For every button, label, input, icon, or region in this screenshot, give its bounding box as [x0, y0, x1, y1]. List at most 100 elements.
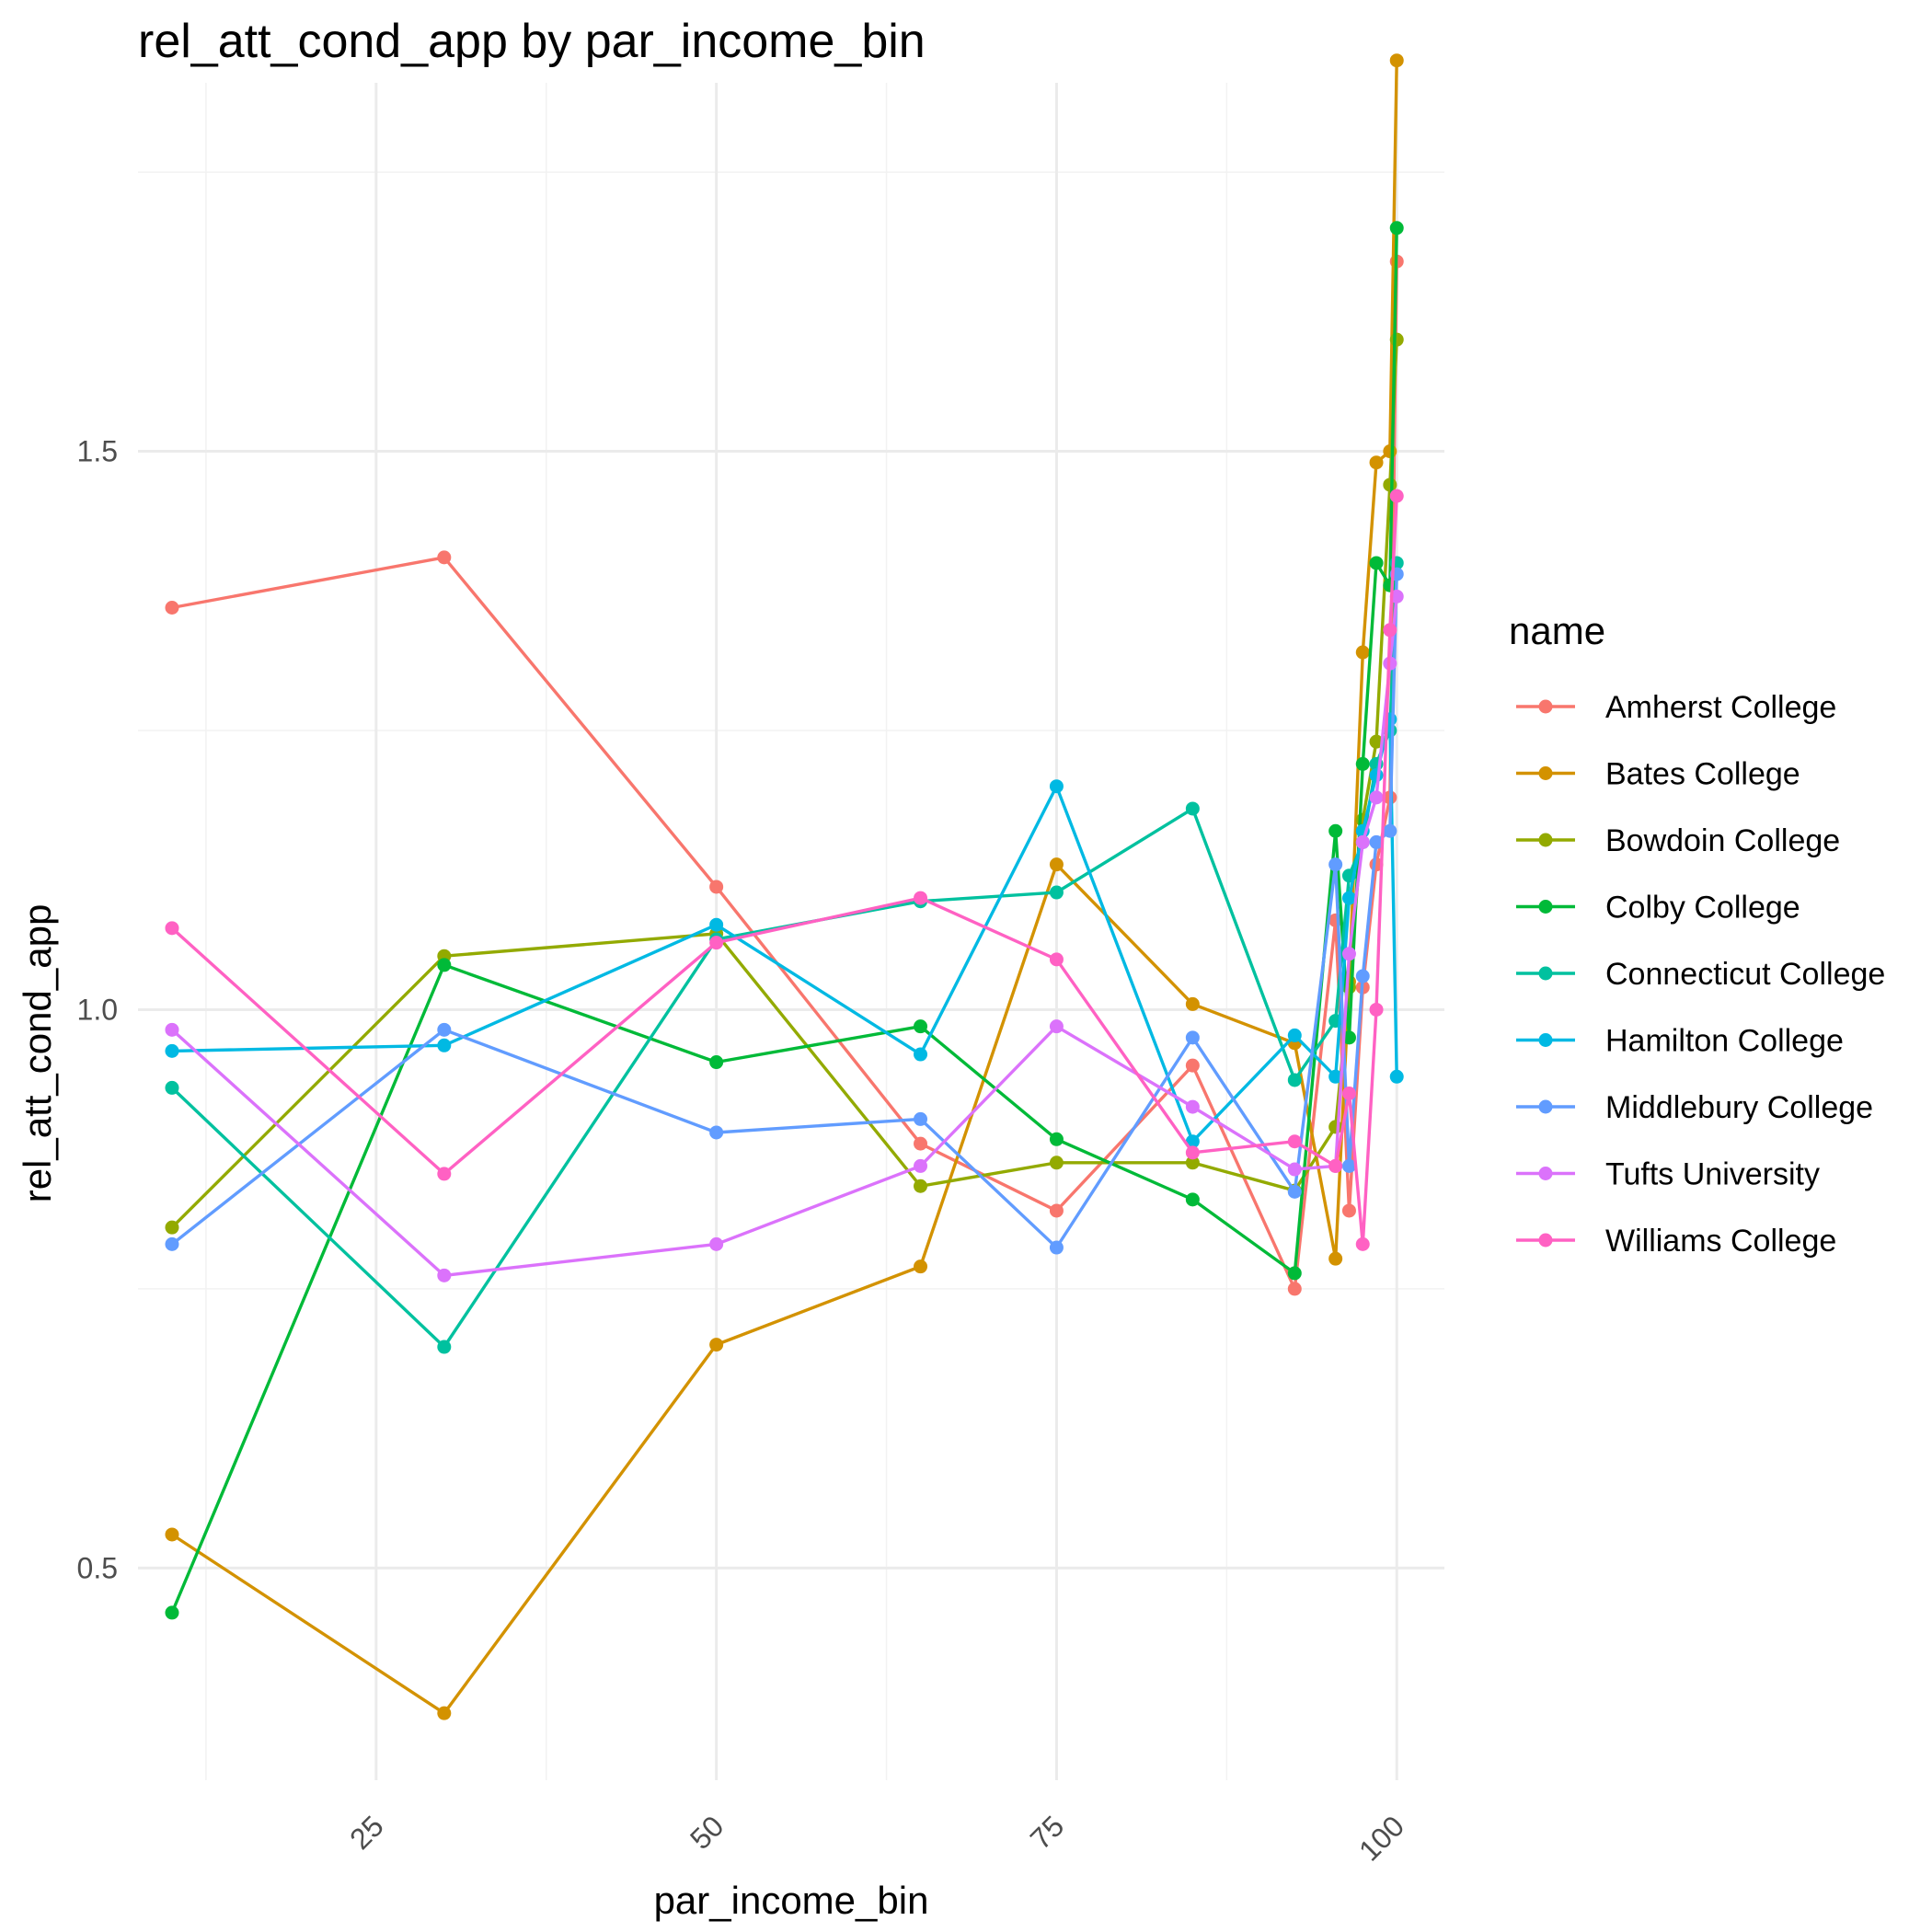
y-tick-label: 0.5 — [77, 1551, 118, 1584]
data-point — [914, 1019, 928, 1034]
data-point — [437, 1167, 452, 1181]
data-point — [1185, 1058, 1200, 1073]
data-point — [1328, 1251, 1343, 1266]
data-point — [1287, 1134, 1302, 1149]
data-point — [1389, 221, 1404, 236]
data-point — [1287, 1184, 1302, 1199]
data-point — [1049, 1132, 1064, 1146]
data-point — [914, 891, 928, 905]
data-point — [1328, 823, 1343, 838]
data-point — [1341, 1030, 1356, 1045]
data-point — [1355, 756, 1370, 771]
data-point — [437, 1268, 452, 1282]
series-colby-college — [165, 221, 1404, 1620]
series-connecticut-college — [165, 556, 1404, 1354]
legend-item-bowdoin-college: Bowdoin College — [1516, 823, 1840, 858]
data-point — [1355, 834, 1370, 849]
legend-key-point — [1538, 766, 1553, 780]
series-line — [170, 562, 1398, 1349]
data-point — [1287, 1162, 1302, 1177]
legend-item-colby-college: Colby College — [1516, 891, 1800, 926]
data-point — [709, 1236, 724, 1251]
data-point — [1341, 1087, 1356, 1101]
legend-label: Middlebury College — [1605, 1090, 1873, 1125]
series-amherst-college — [165, 254, 1404, 1296]
series-tufts-university — [165, 589, 1404, 1282]
data-point — [709, 880, 724, 894]
legend-key-point — [1538, 833, 1553, 847]
legend-item-hamilton-college: Hamilton College — [1516, 1024, 1844, 1059]
data-point — [914, 1259, 928, 1274]
legend-label: Tufts University — [1605, 1157, 1820, 1192]
legend-title: name — [1509, 609, 1605, 652]
data-point — [165, 600, 179, 615]
series-layer — [165, 53, 1404, 1720]
x-tick-label: 25 — [343, 1809, 390, 1856]
y-axis-ticks: 0.5 1.0 1.5 — [77, 435, 118, 1585]
legend-item-middlebury-college: Middlebury College — [1516, 1090, 1873, 1125]
data-point — [1389, 332, 1404, 347]
legend-item-connecticut-college: Connecticut College — [1516, 957, 1885, 992]
series-line — [170, 227, 1398, 1614]
data-point — [1369, 790, 1384, 805]
data-point — [1369, 1002, 1384, 1017]
legend-label: Williams College — [1605, 1224, 1836, 1259]
data-point — [437, 1706, 452, 1720]
data-point — [1369, 455, 1384, 470]
data-point — [1185, 1192, 1200, 1207]
data-point — [1287, 1282, 1302, 1296]
series-line — [171, 261, 1398, 1291]
data-point — [1355, 969, 1370, 983]
data-point — [1185, 1145, 1200, 1160]
data-point — [1341, 947, 1356, 961]
legend-key-point — [1538, 900, 1553, 914]
data-point — [1049, 857, 1064, 872]
x-tick-label: 50 — [684, 1809, 730, 1856]
legend-key-point — [1538, 699, 1553, 714]
series-middlebury-college — [165, 567, 1404, 1255]
legend-label: Amherst College — [1605, 690, 1836, 725]
legend-item-tufts-university: Tufts University — [1516, 1157, 1820, 1192]
series-line — [171, 60, 1398, 1715]
legend-key-point — [1538, 1033, 1553, 1047]
data-point — [1049, 885, 1064, 900]
x-axis-title: par_income_bin — [654, 1879, 929, 1922]
data-point — [1389, 53, 1404, 68]
legend-item-bates-college: Bates College — [1516, 757, 1800, 792]
data-point — [1049, 1240, 1064, 1255]
legend-label: Hamilton College — [1605, 1024, 1844, 1059]
data-point — [1049, 1156, 1064, 1170]
x-tick-label: 100 — [1352, 1809, 1410, 1867]
series-bates-college — [165, 53, 1404, 1720]
data-point — [1185, 1134, 1200, 1149]
legend-label: Connecticut College — [1605, 957, 1885, 992]
legend-key-point — [1538, 1233, 1553, 1248]
data-point — [1389, 1069, 1404, 1084]
data-point — [437, 550, 452, 565]
data-point — [1185, 996, 1200, 1011]
data-point — [165, 1605, 179, 1620]
data-point — [709, 1338, 724, 1352]
data-point — [1185, 1099, 1200, 1114]
legend-key-point — [1538, 966, 1553, 981]
data-point — [437, 1038, 452, 1052]
y-axis-title: rel_att_cond_app — [16, 904, 59, 1203]
data-point — [1369, 734, 1384, 749]
data-point — [709, 936, 724, 950]
data-point — [1389, 489, 1404, 503]
data-point — [1383, 823, 1397, 838]
data-point — [165, 1043, 179, 1058]
series-line — [170, 496, 1398, 1247]
y-tick-label: 1.0 — [77, 993, 118, 1026]
data-point — [1328, 857, 1343, 872]
legend-item-williams-college: Williams College — [1516, 1224, 1836, 1259]
data-point — [437, 1340, 452, 1354]
data-point — [1049, 779, 1064, 794]
legend: name Amherst College Bates College Bowdoin… — [1509, 609, 1885, 1259]
data-point — [1341, 891, 1356, 905]
data-point — [914, 1158, 928, 1173]
x-tick-label: 75 — [1024, 1809, 1071, 1856]
data-point — [437, 958, 452, 972]
data-point — [165, 1527, 179, 1542]
data-point — [1049, 1203, 1064, 1218]
